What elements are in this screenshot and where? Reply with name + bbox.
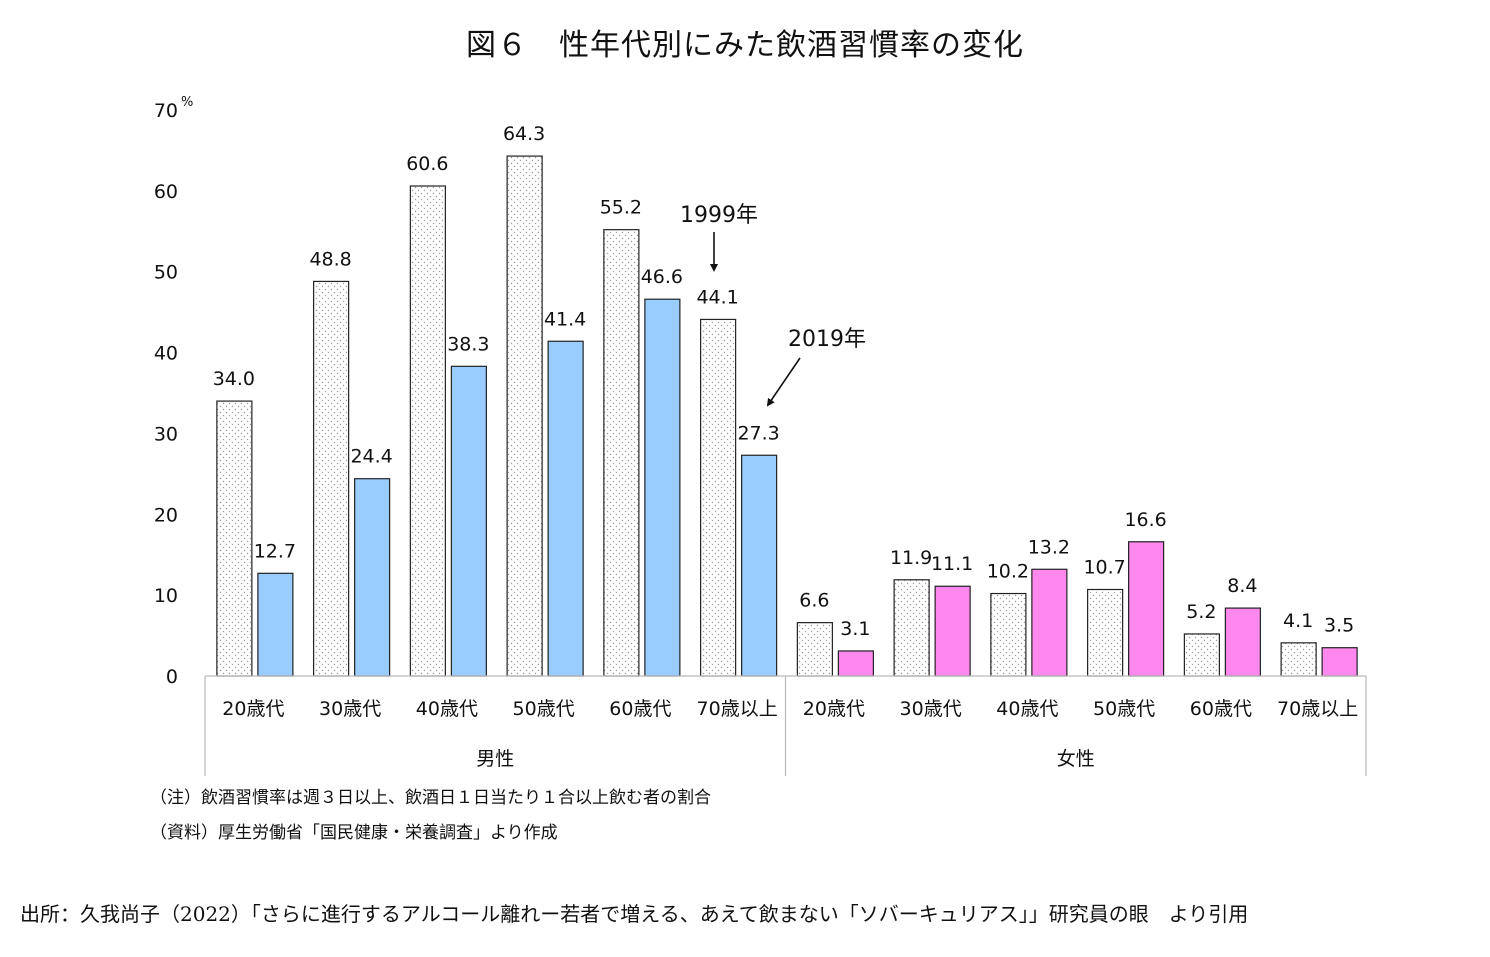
annotation-1999: 1999年	[680, 203, 758, 228]
bar-1999	[1280, 642, 1317, 677]
category-label: 50歳代	[1093, 698, 1155, 720]
data-label-2019: 11.1	[931, 553, 973, 575]
data-label-2019: 3.1	[840, 618, 870, 640]
group-label: 女性	[1057, 748, 1095, 770]
data-label-2019: 38.3	[447, 333, 489, 355]
category-label: 40歳代	[996, 698, 1058, 720]
category-label: 60歳代	[1190, 698, 1252, 720]
data-label-1999: 11.9	[890, 547, 932, 569]
bar-2019	[644, 298, 681, 677]
category-label: 20歳代	[222, 698, 284, 720]
y-tick-label: 0	[166, 666, 178, 688]
bar-1999	[313, 280, 350, 677]
bar-1999	[990, 592, 1027, 677]
category-label: 40歳代	[416, 698, 478, 720]
y-unit-label: %	[181, 95, 193, 110]
data-label-1999: 64.3	[503, 123, 545, 145]
y-tick-label: 20	[154, 504, 178, 526]
data-label-1999: 44.1	[696, 286, 738, 308]
note-definition: （注）飲酒習慣率は週３日以上、飲酒日１日当たり１合以上飲む者の割合	[150, 788, 711, 808]
bar-1999	[603, 229, 640, 677]
bar-2019	[741, 454, 778, 677]
bar-2019	[354, 478, 391, 677]
group-label: 男性	[476, 748, 514, 770]
data-label-2019: 12.7	[254, 540, 296, 562]
data-label-1999: 5.2	[1186, 601, 1216, 623]
bar-2019	[1224, 607, 1261, 677]
bar-2019	[547, 340, 584, 677]
bar-2019	[450, 365, 487, 677]
y-tick-label: 50	[154, 262, 178, 284]
bar-2019	[934, 585, 971, 677]
bar-1999	[700, 318, 737, 677]
category-label: 30歳代	[900, 698, 962, 720]
bar-1999	[506, 155, 543, 677]
note-source-data: （資料）厚生労働省「国民健康・栄養調査」より作成	[150, 823, 558, 843]
y-tick-label: 40	[154, 343, 178, 365]
category-label: 20歳代	[803, 698, 865, 720]
category-label: 70歳以上	[697, 698, 778, 720]
bar-2019	[1031, 568, 1068, 677]
data-label-2019: 46.6	[641, 266, 683, 288]
bar-1999	[796, 622, 833, 677]
data-label-1999: 6.6	[799, 590, 829, 612]
bar-2019	[1128, 541, 1165, 677]
y-tick-label: 60	[154, 181, 178, 203]
y-tick-label: 10	[154, 585, 178, 607]
arrow-2019	[766, 357, 801, 407]
bar-2019	[257, 572, 294, 677]
bar-1999	[893, 579, 930, 677]
data-label-1999: 60.6	[406, 153, 448, 175]
data-label-1999: 55.2	[600, 197, 642, 219]
category-label: 60歳代	[609, 698, 671, 720]
data-label-2019: 13.2	[1028, 536, 1070, 558]
bar-1999	[216, 400, 253, 677]
bar-2019	[1321, 647, 1358, 677]
bar-chart: 0 10 20 30 40 50 60 70% 34.0 12.7 48.8 24.4 60.6 38.…	[150, 95, 1367, 843]
data-label-1999: 48.8	[309, 248, 351, 270]
y-axis: 0 10 20 30 40 50 60 70%	[154, 95, 194, 688]
bar-1999	[1087, 588, 1124, 677]
chart-title: 図６ 性年代別にみた飲酒習慣率の変化	[466, 28, 1024, 63]
bars: 34.0 12.7 48.8 24.4 60.6 38.3 64.3 41.4 55.2 46.6…	[213, 123, 1358, 677]
category-label: 70歳以上	[1277, 698, 1358, 720]
bar-1999	[409, 185, 446, 677]
data-label-2019: 8.4	[1227, 575, 1257, 597]
data-label-2019: 24.4	[350, 446, 392, 468]
source-citation: 出所：久我尚子（2022）「さらに進行するアルコール離れー若者で増える、あえて飲…	[20, 902, 1249, 926]
data-label-2019: 41.4	[544, 308, 586, 330]
y-tick-label: 70	[154, 100, 178, 122]
category-label: 50歳代	[513, 698, 575, 720]
bar-2019	[837, 650, 874, 677]
category-label: 30歳代	[319, 698, 381, 720]
data-label-1999: 4.1	[1283, 610, 1313, 632]
annotation-2019: 2019年	[788, 327, 866, 352]
data-label-1999: 10.7	[1083, 556, 1125, 578]
data-label-1999: 10.2	[987, 561, 1029, 583]
bar-1999	[1183, 633, 1220, 677]
data-label-1999: 34.0	[213, 368, 255, 390]
data-label-2019: 16.6	[1124, 509, 1166, 531]
y-tick-label: 30	[154, 423, 178, 445]
data-label-2019: 3.5	[1324, 615, 1354, 637]
data-label-2019: 27.3	[737, 422, 779, 444]
